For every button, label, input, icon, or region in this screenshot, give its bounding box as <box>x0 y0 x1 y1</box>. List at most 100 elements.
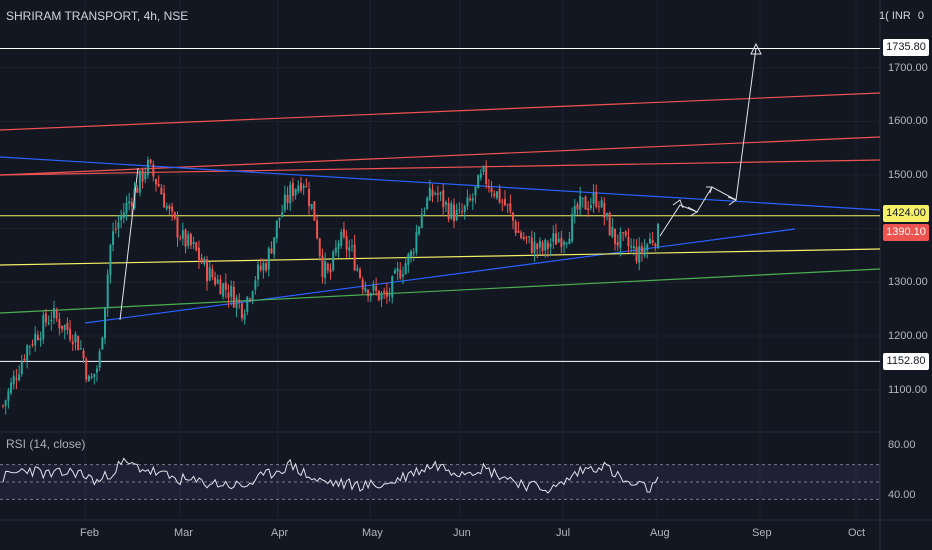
candle-body <box>622 232 625 234</box>
candle-body <box>388 294 391 296</box>
candle-body <box>487 186 490 188</box>
candle-body <box>270 248 273 254</box>
candle-body <box>461 211 464 213</box>
candle-body <box>187 234 190 246</box>
candle-body <box>44 313 47 323</box>
price-tick: 1100.00 <box>888 384 927 396</box>
candle-body <box>579 196 582 210</box>
candle-body <box>2 405 4 407</box>
candle-body <box>36 334 39 340</box>
candle-body <box>576 204 579 210</box>
candle-body <box>654 243 657 247</box>
candle-body <box>146 159 149 175</box>
candle-body <box>235 297 238 309</box>
candle-body <box>329 268 332 273</box>
candle-body <box>254 280 257 290</box>
candle-body <box>407 253 410 265</box>
candle-body <box>452 204 455 222</box>
candle-body <box>573 205 576 215</box>
candle-body <box>560 238 563 248</box>
candle-body <box>369 293 372 297</box>
candle-body <box>393 270 396 274</box>
candle-body <box>646 244 649 251</box>
candle-body <box>350 245 353 247</box>
candle-body <box>114 228 117 230</box>
candle-body <box>530 237 533 253</box>
candle-body <box>318 238 321 256</box>
price-tick: 1700.00 <box>888 62 928 74</box>
candle-body <box>248 298 251 300</box>
candle-body <box>90 376 93 379</box>
candle-body <box>458 209 461 211</box>
time-label-apr: Apr <box>271 527 289 539</box>
candle-body <box>20 361 23 375</box>
rsi-indicator-label[interactable]: RSI (14, close) <box>6 437 86 451</box>
green-support-trendline <box>0 268 881 314</box>
candle-body <box>410 251 413 257</box>
candle-body <box>104 307 107 339</box>
candle-body <box>444 202 447 205</box>
candle-body <box>31 344 34 346</box>
candle-body <box>557 238 560 243</box>
candle-body <box>412 252 415 254</box>
candle-body <box>179 238 182 240</box>
yellow-support-line <box>0 248 881 266</box>
candle-body <box>434 193 437 195</box>
currency-indicator[interactable]: 1( INR 0 <box>879 10 924 22</box>
candle-body <box>377 290 380 301</box>
candle-body <box>82 350 85 359</box>
candle-body <box>297 185 300 192</box>
candle-body <box>546 242 549 249</box>
candle-body <box>342 229 345 237</box>
candle-body <box>479 173 482 178</box>
candle-body <box>227 292 230 299</box>
time-label-mar: Mar <box>174 527 193 539</box>
candle-body <box>34 333 37 346</box>
candle-body <box>364 288 367 292</box>
support-price-tag[interactable]: 1152.80 <box>883 353 929 370</box>
candle-body <box>506 204 509 206</box>
resistance-price-tag[interactable]: 1424.00 <box>883 205 929 222</box>
rsi-tick: 80.00 <box>888 439 916 451</box>
candle-body <box>651 240 654 243</box>
candle-body <box>326 263 329 271</box>
candle-body <box>624 231 627 236</box>
candle-body <box>509 203 512 212</box>
projection-arrow-left <box>119 167 139 321</box>
candle-body <box>514 221 517 234</box>
candle-body <box>157 184 160 187</box>
candle-body <box>544 239 547 251</box>
candle-body <box>635 246 638 262</box>
red-channel-mid <box>0 136 881 176</box>
candle-body <box>627 236 630 246</box>
candle-body <box>74 333 77 343</box>
candle-body <box>423 210 426 212</box>
candle-body <box>286 195 289 203</box>
candle-body <box>348 247 351 251</box>
projection-arrowhead <box>750 42 762 55</box>
candle-body <box>600 200 603 208</box>
candle-body <box>428 187 431 201</box>
candle-body <box>214 277 217 285</box>
candle-body <box>283 194 286 211</box>
target-price-tag[interactable]: 1735.80 <box>883 39 929 56</box>
candle-body <box>10 382 13 393</box>
candle-body <box>418 226 421 235</box>
candle-body <box>98 351 101 368</box>
candle-body <box>442 190 445 208</box>
candle-body <box>77 336 80 351</box>
current-price-tag[interactable]: 1390.10 <box>883 224 929 241</box>
candle-body <box>503 199 506 206</box>
time-label-aug: Aug <box>650 527 670 539</box>
candle-body <box>273 237 276 255</box>
candle-body <box>176 217 179 238</box>
candle-body <box>450 203 453 219</box>
candle-body <box>120 215 123 221</box>
candle-body <box>12 375 15 385</box>
candle-body <box>401 274 404 277</box>
candle-body <box>208 267 211 281</box>
candle-body <box>305 186 308 188</box>
candle-body <box>630 245 633 248</box>
candle-body <box>149 159 152 164</box>
